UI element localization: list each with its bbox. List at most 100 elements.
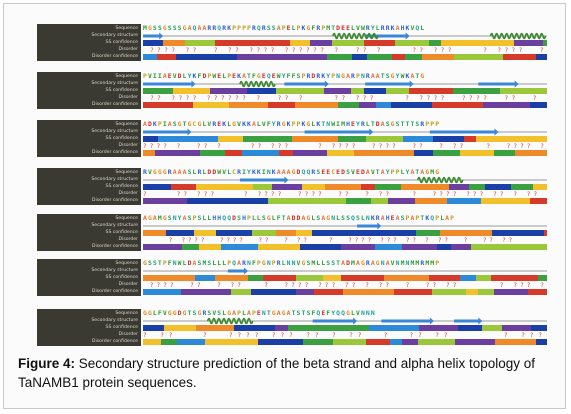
disorder-mark: ? — [278, 95, 282, 101]
beta-strand-arrow — [227, 267, 249, 275]
disorder-mark: ? — [504, 47, 508, 53]
row-label: Disorder — [118, 237, 138, 242]
disorder-mark: ? — [509, 237, 513, 243]
confidence-segment — [143, 339, 161, 345]
row-label: Secondary structure — [91, 268, 138, 273]
confidence-segment — [465, 289, 478, 295]
confidence-segment — [171, 136, 219, 142]
disorder-mark: ? — [349, 332, 353, 338]
disorder-mark: ? — [448, 47, 452, 53]
disorder-mark: ? — [143, 332, 147, 338]
disorder-mark: ? — [177, 191, 181, 197]
confidence-segment — [172, 88, 211, 94]
confidence-segment — [448, 184, 469, 190]
disorder-mark: ? — [513, 282, 517, 288]
confidence-segment — [218, 136, 243, 142]
confidence-segment — [387, 198, 415, 204]
disorder-mark: ? — [255, 332, 259, 338]
alpha-helix-coil — [416, 176, 464, 184]
row-label-panel: Sequence Secondary structure SS confidence… — [37, 72, 141, 109]
disorder-mark: ? — [483, 47, 487, 53]
confidence-segment — [181, 244, 199, 250]
ss-confidence-track — [143, 40, 547, 46]
disorder-mark: ? — [493, 191, 497, 197]
disorder-mark: ? — [406, 237, 410, 243]
confidence-segment — [296, 289, 315, 295]
disorder-mark: ? — [150, 95, 154, 101]
disorder-mark: ? — [497, 47, 501, 53]
confidence-segment — [163, 325, 197, 331]
confidence-segment — [477, 40, 515, 46]
secondary-structure-track — [143, 222, 547, 230]
secondary-structure-track — [143, 267, 547, 275]
row-label: SS confidence — [105, 325, 138, 330]
disorder-mark: ? — [204, 143, 208, 149]
disorder-mark: ? — [361, 237, 365, 243]
disorder-mark: ? — [251, 143, 255, 149]
disorder-mark: ? — [306, 47, 310, 53]
beta-strand-arrow — [381, 317, 434, 325]
sequence-track: ADKPIASGTGCGLVREKLGVKKALVFYRGKPPKGLKTNWI… — [143, 120, 441, 128]
disorder-mark: ? — [170, 282, 174, 288]
disorder-mark: ? — [329, 237, 333, 243]
secondary-structure-track — [143, 317, 547, 325]
row-label: Secondary structure — [91, 129, 138, 134]
disorder-mark: ? — [425, 237, 429, 243]
confidence-segment — [296, 230, 313, 236]
disorder-mark: ? — [246, 332, 250, 338]
row-label: SS confidence — [105, 275, 138, 280]
confidence-segment — [527, 289, 547, 295]
confidence-segment — [325, 184, 361, 190]
disorder-mark: ? — [197, 143, 201, 149]
disorder-mark: ? — [439, 143, 443, 149]
confidence-segment — [463, 136, 476, 142]
disorder-mark: ? — [163, 143, 167, 149]
confidence-segment — [143, 230, 166, 236]
disorder-mark: ? — [504, 95, 508, 101]
row-label: Disorder confidence — [91, 244, 138, 249]
row-label: Disorder confidence — [91, 339, 138, 344]
disorder-mark: ? — [365, 191, 369, 197]
row-label: Secondary structure — [91, 318, 138, 323]
confidence-segment — [198, 244, 221, 250]
disorder-mark: ? — [257, 143, 261, 149]
confidence-segment — [185, 40, 215, 46]
beta-strand-arrow — [239, 176, 289, 184]
disorder-mark: ? — [355, 237, 359, 243]
beta-strand-arrow — [357, 222, 382, 230]
disorder-mark: ? — [446, 191, 450, 197]
confidence-segment — [405, 54, 423, 60]
confidence-segment — [345, 198, 371, 204]
disorder-mark: ? — [512, 95, 516, 101]
row-label: Disorder confidence — [91, 102, 138, 107]
disorder-mark: ? — [281, 332, 285, 338]
confidence-segment — [402, 136, 433, 142]
disorder-mark: ? — [519, 47, 523, 53]
disorder-mark: ? — [502, 237, 506, 243]
disorder-mark: ? — [500, 282, 504, 288]
disorder-mark: ? — [263, 47, 267, 53]
confidence-segment — [143, 150, 156, 156]
confidence-segment — [343, 289, 395, 295]
confidence-segment — [246, 88, 277, 94]
disorder-mark: ? — [365, 282, 369, 288]
confidence-segment — [215, 230, 252, 236]
secondary-structure-figure: Sequence Secondary structure SS confidence… — [37, 24, 547, 346]
confidence-segment — [293, 150, 327, 156]
disorder-mark: ? — [512, 47, 516, 53]
disorder-mark: ? — [433, 191, 437, 197]
confidence-segment — [233, 325, 276, 331]
disorder-mark: ? — [444, 237, 448, 243]
disorder-mark: ? — [384, 332, 388, 338]
disorder-mark: ? — [210, 191, 214, 197]
confidence-segment — [231, 289, 251, 295]
confidence-segment — [250, 289, 297, 295]
disorder-mark: ? — [203, 332, 207, 338]
confidence-segment — [491, 275, 539, 281]
caption-text: Secondary structure prediction of the be… — [18, 356, 536, 390]
confidence-segment — [200, 150, 225, 156]
disorder-mark: ? — [540, 143, 544, 149]
disorder-mark: ? — [183, 191, 187, 197]
row-label: Sequence — [115, 216, 138, 221]
row-label: Disorder confidence — [91, 289, 138, 294]
